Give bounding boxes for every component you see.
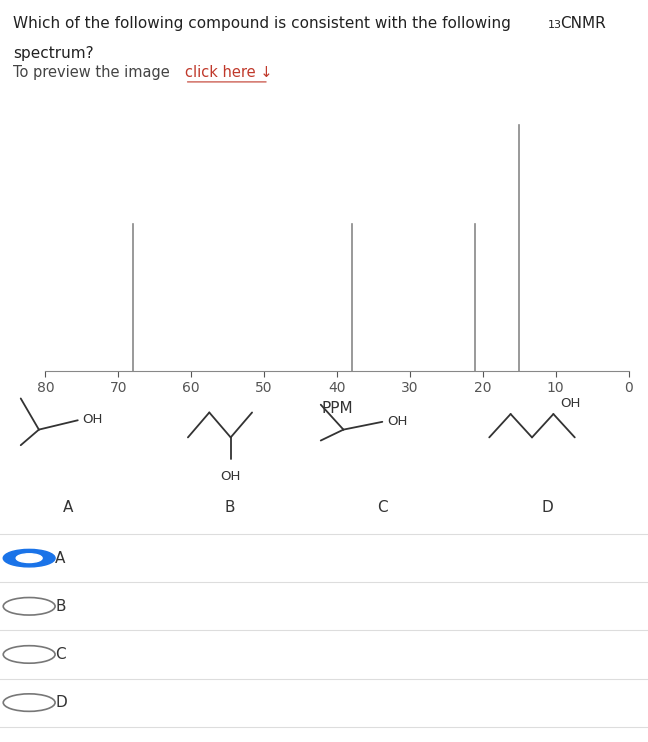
Text: OH: OH: [387, 415, 407, 427]
Text: CNMR: CNMR: [561, 16, 607, 31]
Text: Which of the following compound is consistent with the following: Which of the following compound is consi…: [13, 16, 516, 31]
X-axis label: PPM: PPM: [321, 401, 353, 416]
Circle shape: [16, 554, 42, 562]
Text: 13: 13: [548, 19, 562, 30]
Circle shape: [3, 646, 55, 663]
Text: A: A: [63, 500, 73, 515]
Text: OH: OH: [560, 397, 580, 410]
Text: B: B: [55, 599, 65, 614]
Text: click here ↓: click here ↓: [185, 65, 272, 80]
Text: C: C: [377, 500, 388, 515]
Text: B: B: [225, 500, 235, 515]
Text: C: C: [55, 647, 65, 662]
Text: To preview the image: To preview the image: [13, 65, 174, 80]
Text: D: D: [542, 500, 553, 515]
Circle shape: [3, 694, 55, 712]
Text: A: A: [55, 551, 65, 565]
Text: spectrum?: spectrum?: [13, 46, 93, 62]
Text: OH: OH: [82, 413, 102, 426]
Text: OH: OH: [220, 470, 241, 483]
Circle shape: [3, 549, 55, 567]
Circle shape: [3, 597, 55, 615]
Text: D: D: [55, 695, 67, 710]
